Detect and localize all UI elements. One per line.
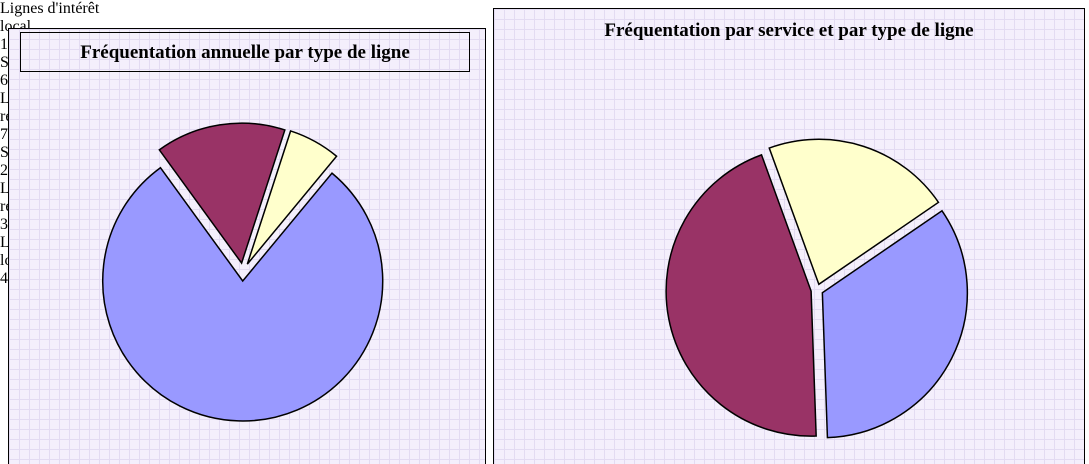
pie-slice [246, 130, 338, 265]
pie-slice [102, 166, 384, 422]
pie-slice [158, 122, 286, 265]
chart-title: Fréquentation par service et par type de… [604, 20, 974, 41]
pie-slice [665, 153, 817, 437]
chart-title: Fréquentation annuelle par type de ligne [20, 32, 470, 72]
pie-slice [768, 138, 940, 286]
pie-slice [821, 209, 969, 439]
